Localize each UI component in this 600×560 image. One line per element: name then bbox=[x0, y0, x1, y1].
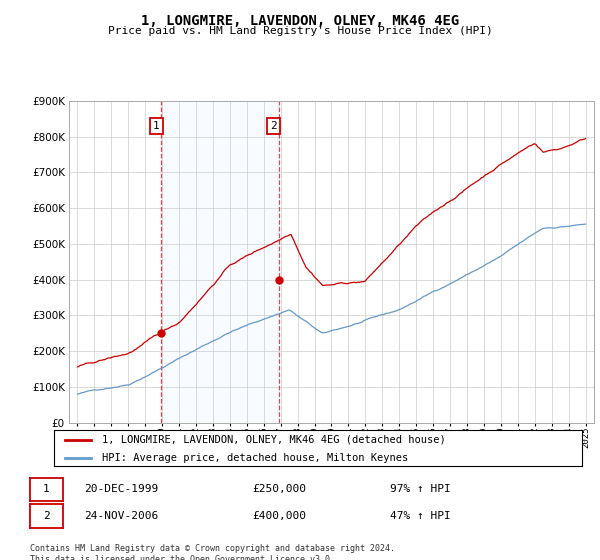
Text: £400,000: £400,000 bbox=[252, 511, 306, 521]
Text: 20-DEC-1999: 20-DEC-1999 bbox=[84, 484, 158, 494]
Text: £250,000: £250,000 bbox=[252, 484, 306, 494]
Text: 1, LONGMIRE, LAVENDON, OLNEY, MK46 4EG (detached house): 1, LONGMIRE, LAVENDON, OLNEY, MK46 4EG (… bbox=[101, 435, 445, 445]
Text: 1: 1 bbox=[43, 484, 50, 494]
Text: 1: 1 bbox=[153, 121, 160, 131]
Text: Contains HM Land Registry data © Crown copyright and database right 2024.
This d: Contains HM Land Registry data © Crown c… bbox=[30, 544, 395, 560]
Text: Price paid vs. HM Land Registry's House Price Index (HPI): Price paid vs. HM Land Registry's House … bbox=[107, 26, 493, 36]
Bar bbox=[161, 101, 278, 423]
Text: 24-NOV-2006: 24-NOV-2006 bbox=[84, 511, 158, 521]
Text: 1, LONGMIRE, LAVENDON, OLNEY, MK46 4EG: 1, LONGMIRE, LAVENDON, OLNEY, MK46 4EG bbox=[141, 14, 459, 28]
Text: 2: 2 bbox=[270, 121, 277, 131]
Text: 2: 2 bbox=[43, 511, 50, 521]
Text: 97% ↑ HPI: 97% ↑ HPI bbox=[390, 484, 451, 494]
Text: 47% ↑ HPI: 47% ↑ HPI bbox=[390, 511, 451, 521]
Text: HPI: Average price, detached house, Milton Keynes: HPI: Average price, detached house, Milt… bbox=[101, 453, 408, 463]
